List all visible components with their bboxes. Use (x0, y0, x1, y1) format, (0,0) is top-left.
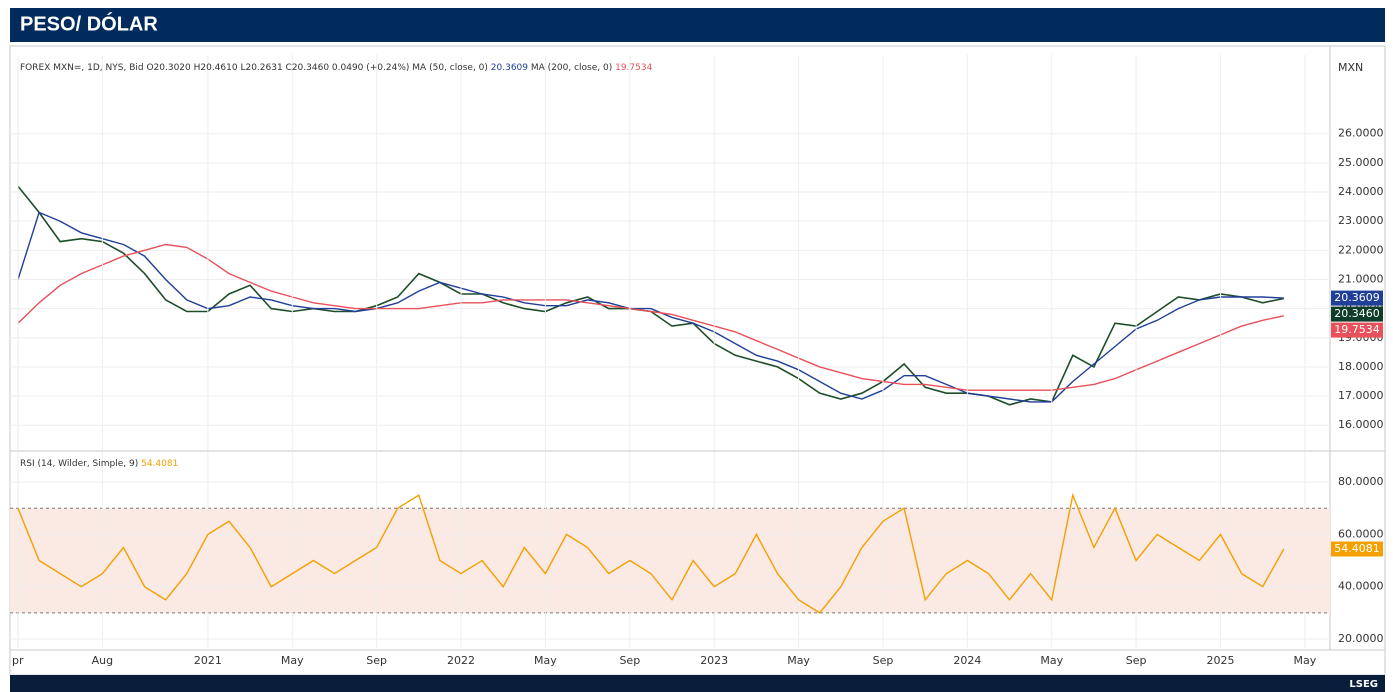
x-tick-label: 2023 (700, 654, 728, 667)
x-tick-label: Sep (366, 654, 387, 667)
y-tick-label: 40.0000 (1338, 580, 1384, 593)
x-tick-label: May (534, 654, 557, 667)
x-tick-label: 2021 (194, 654, 222, 667)
footer-bar (10, 675, 1385, 692)
x-tick-label: 2025 (1207, 654, 1235, 667)
header-bar (10, 8, 1385, 42)
y-tick-label: 20.0000 (1338, 632, 1384, 645)
legend-item: 54.4081 (141, 459, 178, 469)
y-tick-label: 60.0000 (1338, 527, 1384, 540)
legend-item: RSI (14, Wilder, Simple, 9) (20, 459, 138, 469)
last-value-label: 19.7534 (1334, 323, 1380, 336)
legend-item: 19.7534 (615, 63, 652, 73)
x-tick-label: May (1040, 654, 1063, 667)
x-tick-label: May (1294, 654, 1317, 667)
series-line (17, 211, 1284, 403)
series-line (17, 243, 1284, 391)
y-axis-label: MXN (1338, 61, 1363, 74)
y-tick-label: 23.0000 (1338, 214, 1384, 227)
last-value-badge (1331, 290, 1383, 306)
x-tick-label: Sep (1126, 654, 1147, 667)
brand: LSEG (1349, 679, 1378, 690)
x-tick-label: May (787, 654, 810, 667)
x-tick-label: 2022 (447, 654, 475, 667)
legend: RSI (14, Wilder, Simple, 9) 54.4081 (20, 459, 178, 469)
last-value-badge (1331, 306, 1383, 322)
legend: FOREX MXN=, 1D, NYS, Bid O20.3020 H20.46… (20, 63, 653, 73)
y-tick-label: 24.0000 (1338, 185, 1384, 198)
x-tick-label: Sep (619, 654, 640, 667)
y-tick-label: 18.0000 (1338, 360, 1384, 373)
last-value-label: 20.3460 (1334, 307, 1380, 320)
rsi-band (10, 508, 1330, 613)
y-tick-label: 16.0000 (1338, 418, 1384, 431)
legend-item: MA (200, close, 0) (531, 63, 612, 73)
x-tick-label: Sep (873, 654, 894, 667)
last-value-badge (1331, 541, 1383, 557)
legend-item: MA (50, close, 0) (412, 63, 488, 73)
y-tick-label: 21.0000 (1338, 272, 1384, 285)
x-tick-label: May (281, 654, 304, 667)
y-tick-label: 25.0000 (1338, 156, 1384, 169)
last-value-label: 54.4081 (1334, 542, 1380, 555)
legend-item: 20.3609 (491, 63, 528, 73)
x-tick-label: Aug (92, 654, 113, 667)
x-tick-label: pr (12, 654, 24, 667)
y-tick-label: 80.0000 (1338, 475, 1384, 488)
last-value-label: 20.3609 (1334, 291, 1380, 304)
y-tick-label: 17.0000 (1338, 389, 1384, 402)
y-tick-label: 22.0000 (1338, 243, 1384, 256)
last-value-badge (1331, 322, 1383, 338)
x-tick-label: 2024 (953, 654, 981, 667)
series-line (17, 492, 1285, 614)
header-title: PESO/ DÓLAR (20, 11, 158, 35)
y-tick-label: 26.0000 (1338, 127, 1384, 140)
legend-item: FOREX MXN=, 1D, NYS, Bid O20.3020 H20.46… (20, 63, 409, 73)
